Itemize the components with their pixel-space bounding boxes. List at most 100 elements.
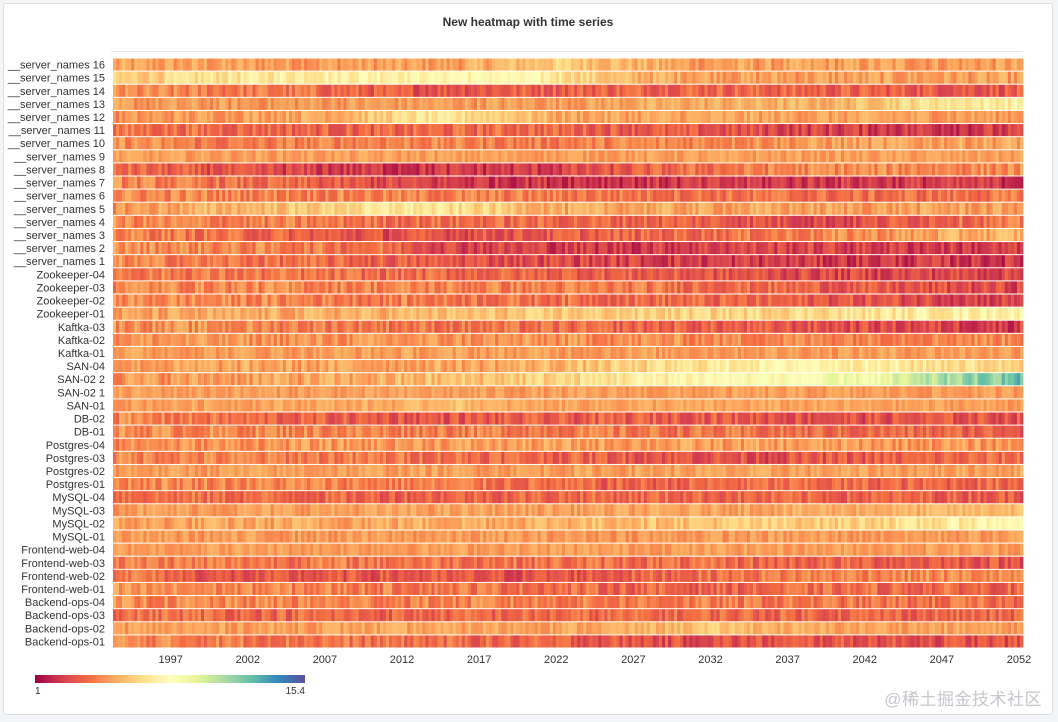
heatmap-cell[interactable]	[407, 176, 411, 189]
heatmap-cell[interactable]	[122, 110, 126, 124]
heatmap-cell[interactable]	[922, 228, 927, 242]
heatmap-cell[interactable]	[622, 242, 626, 255]
heatmap-cell[interactable]	[947, 150, 951, 163]
heatmap-cell[interactable]	[258, 84, 262, 97]
heatmap-cell[interactable]	[819, 110, 824, 124]
heatmap-cell[interactable]	[492, 84, 496, 97]
heatmap-cell[interactable]	[652, 71, 657, 84]
heatmap-cell[interactable]	[631, 58, 636, 71]
heatmap-cell[interactable]	[1016, 189, 1021, 202]
heatmap-cell[interactable]	[392, 137, 396, 150]
heatmap-cell[interactable]	[531, 215, 535, 228]
heatmap-cell[interactable]	[847, 242, 851, 255]
heatmap-cell[interactable]	[637, 242, 642, 255]
heatmap-cell[interactable]	[531, 84, 535, 97]
heatmap-cell[interactable]	[750, 242, 754, 255]
heatmap-cell[interactable]	[944, 58, 948, 71]
heatmap-cell[interactable]	[932, 228, 936, 242]
heatmap-cell[interactable]	[698, 228, 702, 242]
heatmap-cell[interactable]	[298, 137, 302, 150]
heatmap-cell[interactable]	[643, 255, 648, 268]
heatmap-cell[interactable]	[916, 176, 921, 189]
heatmap-cell[interactable]	[285, 215, 290, 228]
heatmap-cell[interactable]	[513, 58, 517, 71]
heatmap-cell[interactable]	[255, 176, 259, 189]
heatmap-cell[interactable]	[158, 228, 162, 242]
heatmap-cell[interactable]	[337, 137, 341, 150]
heatmap-cell[interactable]	[719, 110, 724, 124]
heatmap-cell[interactable]	[155, 242, 159, 255]
heatmap-cell[interactable]	[965, 255, 969, 268]
heatmap-cell[interactable]	[191, 137, 196, 150]
heatmap-cell[interactable]	[461, 163, 466, 176]
heatmap-cell[interactable]	[716, 242, 721, 255]
heatmap-cell[interactable]	[916, 110, 921, 124]
heatmap-cell[interactable]	[143, 255, 147, 268]
heatmap-cell[interactable]	[516, 150, 520, 163]
heatmap-cell[interactable]	[935, 71, 939, 84]
heatmap-cell[interactable]	[225, 150, 229, 163]
heatmap-cell[interactable]	[953, 176, 957, 189]
heatmap-cell[interactable]	[352, 215, 357, 228]
heatmap-cell[interactable]	[856, 97, 860, 110]
heatmap-cell[interactable]	[413, 228, 417, 242]
heatmap-cell[interactable]	[285, 58, 290, 71]
heatmap-cell[interactable]	[364, 58, 369, 71]
heatmap-cell[interactable]	[343, 242, 347, 255]
heatmap-cell[interactable]	[719, 255, 724, 268]
heatmap-cell[interactable]	[1019, 58, 1024, 71]
heatmap-cell[interactable]	[155, 150, 159, 163]
heatmap-cell[interactable]	[516, 255, 520, 268]
heatmap-cell[interactable]	[419, 84, 423, 97]
heatmap-cell[interactable]	[140, 202, 144, 215]
heatmap-cell[interactable]	[428, 215, 432, 228]
heatmap-cell[interactable]	[728, 124, 733, 137]
heatmap-cell[interactable]	[510, 58, 514, 71]
heatmap-cell[interactable]	[134, 176, 138, 189]
heatmap-cell[interactable]	[313, 163, 317, 176]
heatmap-cell[interactable]	[728, 84, 733, 97]
heatmap-cell[interactable]	[119, 137, 123, 150]
heatmap-cell[interactable]	[513, 163, 517, 176]
heatmap-cell[interactable]	[756, 163, 760, 176]
heatmap-cell[interactable]	[898, 150, 903, 163]
heatmap-cell[interactable]	[285, 268, 290, 281]
heatmap-cell[interactable]	[125, 58, 129, 71]
heatmap-cell[interactable]	[853, 58, 857, 71]
heatmap-cell[interactable]	[713, 150, 717, 163]
heatmap-cell[interactable]	[825, 137, 830, 150]
heatmap-cell[interactable]	[528, 110, 532, 124]
heatmap-cell[interactable]	[619, 97, 623, 110]
heatmap-cell[interactable]	[713, 58, 717, 71]
heatmap-cell[interactable]	[510, 71, 514, 84]
heatmap-cell[interactable]	[619, 71, 623, 84]
heatmap-cell[interactable]	[828, 124, 833, 137]
heatmap-row[interactable]	[113, 268, 1024, 281]
heatmap-cell[interactable]	[191, 189, 196, 202]
heatmap-cell[interactable]	[319, 97, 323, 110]
heatmap-cell[interactable]	[428, 71, 432, 84]
heatmap-cell[interactable]	[549, 84, 554, 97]
heatmap-cell[interactable]	[759, 150, 763, 163]
heatmap-cell[interactable]	[255, 228, 259, 242]
heatmap-cell[interactable]	[331, 215, 335, 228]
heatmap-cell[interactable]	[680, 84, 684, 97]
heatmap-cell[interactable]	[188, 202, 193, 215]
heatmap-cell[interactable]	[304, 71, 308, 84]
heatmap-cell[interactable]	[422, 242, 426, 255]
heatmap-cell[interactable]	[525, 71, 529, 84]
heatmap-cell[interactable]	[625, 97, 630, 110]
heatmap-cell[interactable]	[586, 137, 590, 150]
heatmap-cell[interactable]	[907, 137, 912, 150]
heatmap-cell[interactable]	[977, 242, 981, 255]
heatmap-cell[interactable]	[910, 255, 915, 268]
heatmap-cell[interactable]	[173, 150, 178, 163]
heatmap-cell[interactable]	[279, 137, 284, 150]
heatmap-cell[interactable]	[185, 228, 190, 242]
heatmap-cell[interactable]	[546, 58, 551, 71]
heatmap-cell[interactable]	[868, 150, 872, 163]
heatmap-cell[interactable]	[601, 176, 605, 189]
heatmap-cell[interactable]	[255, 84, 259, 97]
heatmap-cell[interactable]	[1013, 228, 1018, 242]
heatmap-cell[interactable]	[728, 189, 733, 202]
